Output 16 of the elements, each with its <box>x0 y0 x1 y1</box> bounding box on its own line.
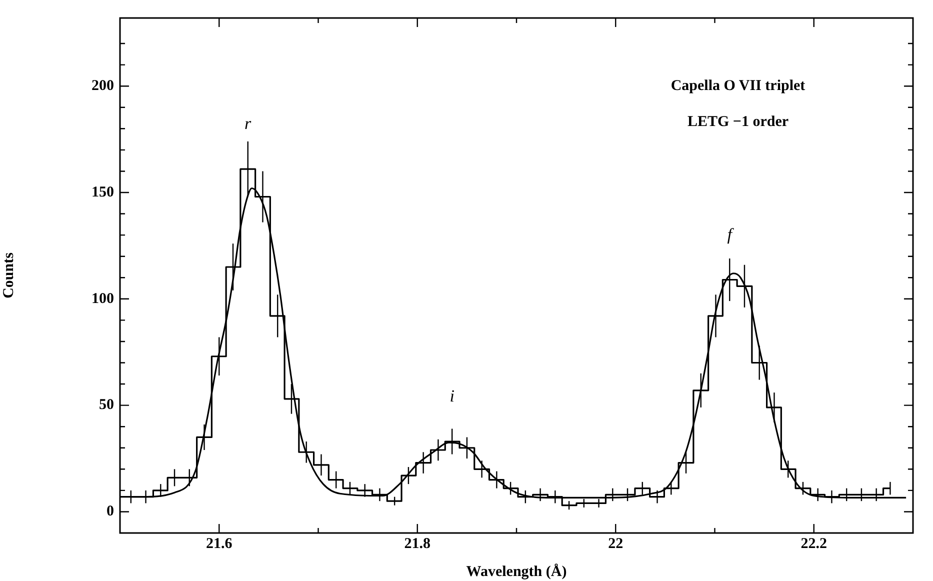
annotation: r <box>244 114 252 134</box>
y-tick-label: 50 <box>99 397 114 414</box>
y-tick-label: 200 <box>92 78 114 94</box>
y-tick-label: 0 <box>106 504 114 520</box>
y-tick-label: 150 <box>92 184 114 200</box>
x-tick-label: 21.6 <box>206 536 233 552</box>
annotation: i <box>450 386 455 406</box>
annotation: Capella O VII triplet <box>670 78 806 94</box>
x-tick-label: 21.8 <box>404 536 430 552</box>
annotation: LETG −1 order <box>687 114 789 130</box>
x-axis-title: Wavelength (Å) <box>466 562 567 580</box>
x-tick-label: 22 <box>608 536 624 552</box>
x-tick-label: 22.2 <box>800 536 827 552</box>
y-tick-label: 100 <box>92 290 114 307</box>
annotation: f <box>727 224 734 244</box>
y-axis-title: Counts <box>0 252 17 298</box>
